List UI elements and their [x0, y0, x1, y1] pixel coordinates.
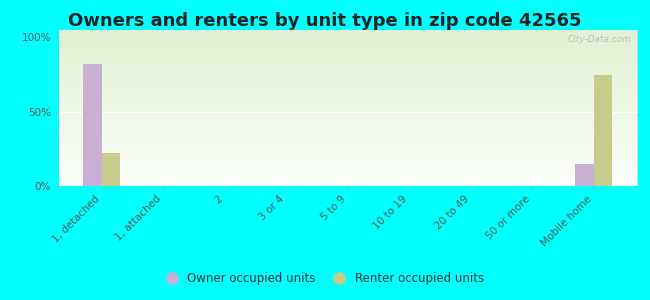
Bar — [575, 164, 594, 186]
Legend: Owner occupied units, Renter occupied units: Owner occupied units, Renter occupied un… — [161, 266, 489, 291]
Bar — [101, 153, 120, 186]
Text: Owners and renters by unit type in zip code 42565: Owners and renters by unit type in zip c… — [68, 12, 582, 30]
Bar — [83, 64, 101, 186]
Text: City-Data.com: City-Data.com — [567, 35, 631, 44]
Bar — [594, 75, 612, 186]
